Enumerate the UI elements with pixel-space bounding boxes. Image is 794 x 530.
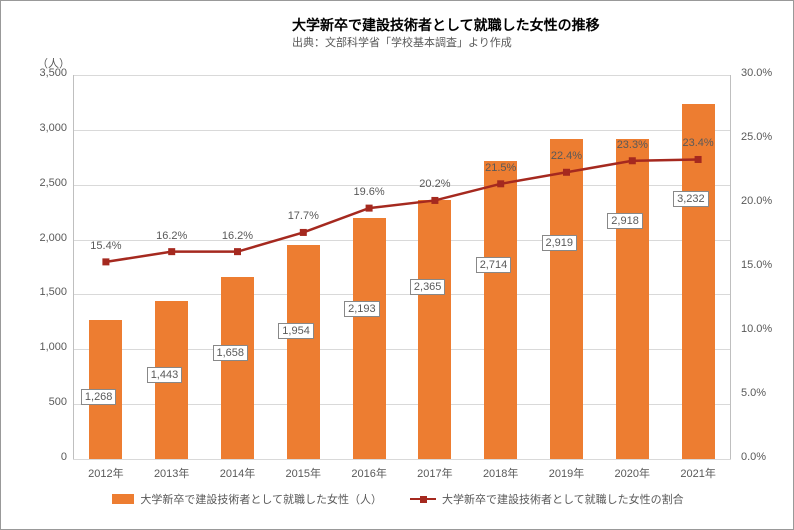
line-marker bbox=[497, 180, 504, 187]
bar-value-label: 1,658 bbox=[213, 345, 249, 361]
x-tick-label: 2020年 bbox=[602, 465, 662, 481]
bar-value-label: 3,232 bbox=[673, 191, 709, 207]
line-marker bbox=[629, 157, 636, 164]
y-tick-left: 2,000 bbox=[23, 232, 67, 244]
bar-value-label: 2,919 bbox=[542, 235, 578, 251]
legend-line-swatch bbox=[410, 498, 436, 500]
x-tick-label: 2018年 bbox=[471, 465, 531, 481]
pct-label: 16.2% bbox=[214, 230, 262, 242]
pct-label: 23.4% bbox=[674, 137, 722, 149]
y-tick-right: 15.0% bbox=[741, 259, 772, 271]
chart-title: 大学新卒で建設技術者として就職した女性の推移 bbox=[292, 15, 600, 35]
bar-value-label: 1,268 bbox=[81, 389, 117, 405]
pct-label: 19.6% bbox=[345, 186, 393, 198]
y-tick-right: 10.0% bbox=[741, 323, 772, 335]
pct-label: 23.3% bbox=[608, 139, 656, 151]
x-tick-label: 2013年 bbox=[142, 465, 202, 481]
line-marker bbox=[234, 248, 241, 255]
y-tick-left: 1,000 bbox=[23, 341, 67, 353]
x-tick-label: 2016年 bbox=[339, 465, 399, 481]
bar-value-label: 2,193 bbox=[344, 301, 380, 317]
line-marker bbox=[563, 169, 570, 176]
y-tick-right: 5.0% bbox=[741, 387, 766, 399]
y-tick-left: 3,000 bbox=[23, 122, 67, 134]
x-tick-label: 2019年 bbox=[537, 465, 597, 481]
bar-value-label: 2,714 bbox=[476, 257, 512, 273]
y-tick-left: 2,500 bbox=[23, 177, 67, 189]
line-series-svg bbox=[73, 75, 731, 459]
y-tick-left: 500 bbox=[23, 396, 67, 408]
line-marker bbox=[168, 248, 175, 255]
legend-swatch-bar bbox=[112, 494, 134, 504]
x-tick-label: 2015年 bbox=[273, 465, 333, 481]
bar-value-label: 1,443 bbox=[147, 367, 183, 383]
x-tick-label: 2021年 bbox=[668, 465, 728, 481]
legend-label-bar: 大学新卒で建設技術者として就職した女性（人） bbox=[140, 491, 382, 507]
pct-label: 22.4% bbox=[543, 150, 591, 162]
y-tick-right: 20.0% bbox=[741, 195, 772, 207]
legend: 大学新卒で建設技術者として就職した女性（人） 大学新卒で建設技術者として就職した… bbox=[1, 491, 794, 507]
y-tick-right: 0.0% bbox=[741, 451, 766, 463]
legend-item-line: 大学新卒で建設技術者として就職した女性の割合 bbox=[410, 491, 684, 507]
legend-label-line: 大学新卒で建設技術者として就職した女性の割合 bbox=[442, 491, 684, 507]
line-marker bbox=[102, 258, 109, 265]
pct-label: 21.5% bbox=[477, 162, 525, 174]
line-marker bbox=[695, 156, 702, 163]
gridline bbox=[73, 459, 731, 460]
pct-label: 17.7% bbox=[279, 210, 327, 222]
chart-container: 大学新卒で建設技術者として就職した女性の推移 出典：文部科学省「学校基本調査」よ… bbox=[0, 0, 794, 530]
pct-label: 16.2% bbox=[148, 230, 196, 242]
y-tick-left: 1,500 bbox=[23, 286, 67, 298]
line-marker bbox=[366, 205, 373, 212]
pct-label: 15.4% bbox=[82, 240, 130, 252]
chart-subtitle: 出典：文部科学省「学校基本調査」より作成 bbox=[292, 34, 512, 50]
line-marker bbox=[431, 197, 438, 204]
legend-item-bar: 大学新卒で建設技術者として就職した女性（人） bbox=[112, 491, 382, 507]
x-tick-label: 2014年 bbox=[208, 465, 268, 481]
line-series bbox=[106, 159, 698, 261]
bar-value-label: 2,918 bbox=[607, 213, 643, 229]
y-tick-right: 30.0% bbox=[741, 67, 772, 79]
y-tick-left: 0 bbox=[23, 451, 67, 463]
x-tick-label: 2012年 bbox=[76, 465, 136, 481]
x-tick-label: 2017年 bbox=[405, 465, 465, 481]
line-marker bbox=[300, 229, 307, 236]
bar-value-label: 1,954 bbox=[278, 323, 314, 339]
y-tick-left: 3,500 bbox=[23, 67, 67, 79]
legend-marker bbox=[420, 496, 427, 503]
bar-value-label: 2,365 bbox=[410, 279, 446, 295]
pct-label: 20.2% bbox=[411, 178, 459, 190]
y-tick-right: 25.0% bbox=[741, 131, 772, 143]
plot-area: 1,268 15.4% 1,443 16.2% 1,658 16.2% 1,954 17.7%… bbox=[73, 75, 731, 459]
